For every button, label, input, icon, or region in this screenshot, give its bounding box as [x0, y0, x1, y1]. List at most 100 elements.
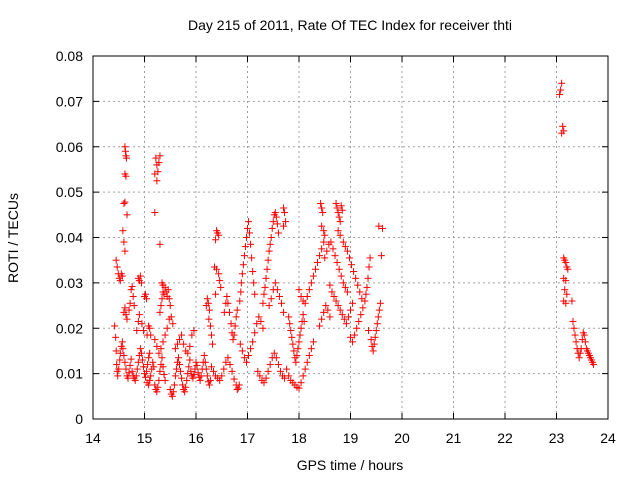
x-tick-label: 15: [137, 430, 153, 446]
data-point: [320, 308, 328, 316]
data-point: [123, 211, 131, 219]
data-point: [570, 324, 578, 332]
data-point: [153, 342, 161, 350]
data-point: [188, 331, 196, 339]
data-point: [300, 317, 308, 325]
data-point: [347, 333, 354, 341]
data-point: [154, 383, 162, 391]
data-point: [316, 322, 324, 330]
x-tick-label: 21: [446, 430, 462, 446]
data-point: [171, 345, 179, 353]
data-point: [341, 243, 349, 251]
data-point: [145, 381, 153, 389]
data-point: [338, 206, 346, 214]
data-point: [205, 381, 213, 389]
data-point: [301, 365, 309, 373]
data-point: [378, 224, 386, 232]
y-tick-label: 0.08: [56, 48, 83, 64]
data-point: [558, 129, 566, 137]
data-point: [569, 317, 577, 325]
y-tick-label: 0.07: [56, 93, 83, 109]
data-point: [249, 268, 257, 276]
data-point: [116, 349, 124, 357]
data-point: [320, 227, 328, 235]
data-point: [320, 238, 328, 246]
data-point: [178, 331, 186, 339]
data-point: [375, 306, 383, 314]
data-point: [332, 199, 340, 207]
data-point: [341, 283, 349, 291]
data-point: [568, 297, 576, 305]
data-point: [202, 365, 210, 373]
data-point: [152, 154, 160, 162]
data-point: [343, 288, 351, 296]
data-point: [153, 388, 161, 396]
y-tick-label: 0.01: [56, 366, 83, 382]
data-point: [280, 204, 288, 212]
data-point: [177, 367, 185, 375]
data-point: [186, 342, 194, 350]
data-point: [349, 299, 357, 307]
data-point: [295, 338, 303, 346]
x-tick-label: 17: [240, 430, 256, 446]
data-point: [356, 288, 364, 296]
data-point: [233, 306, 241, 314]
x-tick-label: 19: [343, 430, 359, 446]
data-point: [125, 369, 133, 377]
data-point: [139, 363, 147, 371]
data-point: [133, 327, 141, 335]
data-point: [194, 369, 202, 377]
data-point: [336, 218, 344, 226]
data-point: [176, 361, 184, 369]
data-point: [165, 295, 173, 303]
data-point: [303, 292, 311, 300]
data-point: [223, 292, 231, 300]
data-point: [127, 355, 135, 363]
data-point: [142, 373, 150, 381]
data-point: [296, 331, 304, 339]
data-point: [146, 349, 154, 357]
data-point: [182, 383, 190, 391]
data-point: [151, 336, 159, 344]
data-point: [121, 147, 129, 155]
data-point: [144, 361, 152, 369]
data-point: [136, 345, 144, 353]
data-point: [143, 295, 151, 303]
data-point: [350, 268, 358, 276]
data-point: [116, 277, 124, 285]
data-point: [143, 367, 151, 375]
data-point: [232, 313, 240, 321]
data-point: [342, 320, 350, 328]
data-point: [193, 361, 201, 369]
data-point: [318, 315, 326, 323]
data-point: [120, 351, 128, 359]
x-tick-label: 14: [85, 430, 101, 446]
data-point: [297, 292, 305, 300]
data-point: [145, 354, 153, 362]
data-point: [153, 177, 161, 185]
data-point: [241, 243, 249, 251]
data-point: [345, 254, 353, 262]
data-point: [370, 340, 378, 348]
data-point: [288, 333, 296, 341]
data-point: [180, 340, 188, 348]
data-point: [259, 324, 267, 332]
x-tick-label: 18: [291, 430, 307, 446]
data-point: [331, 252, 339, 260]
data-point: [340, 315, 348, 323]
data-point: [327, 238, 335, 246]
data-point: [334, 302, 342, 310]
data-point: [226, 361, 234, 369]
data-point: [225, 308, 233, 316]
data-point: [317, 199, 325, 207]
data-point: [111, 322, 119, 330]
data-point: [238, 270, 246, 278]
data-point: [159, 338, 167, 346]
y-tick-label: 0: [75, 411, 83, 427]
data-point: [248, 254, 256, 262]
data-point: [174, 354, 182, 362]
data-point: [561, 286, 569, 294]
data-point: [351, 331, 359, 339]
data-point: [170, 381, 178, 389]
data-point: [261, 283, 269, 291]
